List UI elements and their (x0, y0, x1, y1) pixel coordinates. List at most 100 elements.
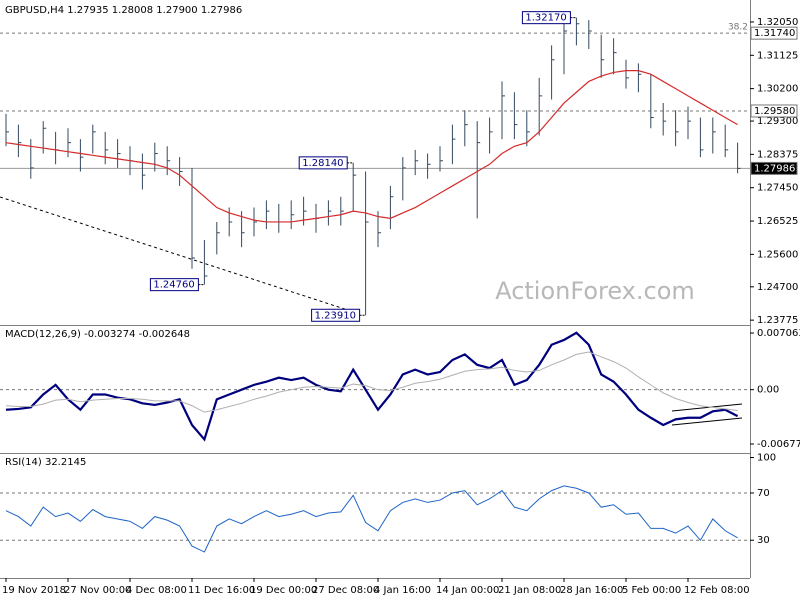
price-bar (290, 200, 295, 230)
price-bar (216, 221, 220, 255)
price-bar (203, 239, 208, 285)
watermark: ActionForex.com (495, 277, 695, 305)
price-bar (575, 17, 580, 46)
price-bar (451, 124, 456, 165)
price-bar (427, 153, 431, 179)
price-bar (464, 110, 468, 147)
price-bar (687, 106, 691, 140)
y-tick-label: 1.30200 (757, 84, 798, 95)
price-bar (5, 113, 9, 147)
price-bar (489, 117, 493, 154)
trend-line (0, 196, 358, 314)
y-tick-label: 1.32050 (757, 17, 798, 28)
level-label-box (750, 26, 798, 40)
price-bar (402, 157, 406, 201)
price-bar (675, 110, 679, 147)
price-bar (513, 92, 518, 140)
price-bar (365, 171, 369, 316)
price-bar (476, 121, 481, 219)
price-bar (141, 153, 146, 190)
price-bar (414, 149, 419, 176)
channel-line (671, 417, 743, 426)
price-bar (352, 162, 357, 212)
y-tick-label: 1.28375 (757, 149, 798, 160)
level-label-box (750, 161, 798, 175)
y-tick-label: 0.00 (757, 385, 779, 396)
price-bar (265, 200, 270, 230)
x-tick-label: 19 Dec 00:00 (250, 585, 317, 596)
y-tick-label: 1.23775 (757, 315, 798, 326)
annotation-label: 1.23910 (315, 310, 356, 321)
level-label: 1.27986 (754, 163, 795, 174)
annotation-box (298, 156, 348, 170)
x-tick-label: 27 Dec 08:00 (312, 585, 379, 596)
price-bar (340, 196, 344, 226)
annotation-box (311, 308, 361, 322)
indicator-line (5, 351, 738, 413)
fib-label: 38.2 (728, 23, 748, 33)
y-tick-label: 0.007063 (757, 328, 800, 339)
level-label: 1.29580 (754, 106, 795, 117)
x-tick-label: 27 Nov 00:00 (64, 585, 131, 596)
price-bar (104, 131, 109, 165)
price-bar (724, 124, 729, 158)
price-bar (538, 77, 543, 136)
price-bar (737, 142, 741, 174)
price-bar (439, 146, 443, 172)
price-bar (179, 157, 183, 186)
indicator-line (5, 485, 738, 553)
price-bar (600, 34, 605, 78)
x-tick-label: 4 Dec 08:00 (126, 585, 187, 596)
y-tick-label: 1.31125 (757, 50, 798, 61)
y-tick-label: 30 (757, 535, 770, 546)
panel-title: MACD(12,26,9) -0.003274 -0.002648 (5, 329, 190, 340)
price-bar (389, 185, 394, 230)
annotation-box (149, 278, 199, 292)
price-bar (662, 103, 667, 136)
price-bar (625, 59, 629, 89)
price-bar (79, 139, 84, 172)
indicator-line (5, 331, 739, 442)
price-bar (588, 20, 592, 50)
price-bar (191, 167, 195, 269)
y-tick-label: 100 (757, 453, 776, 464)
annotation-box (521, 11, 571, 25)
x-tick-label: 5 Feb 00:00 (622, 585, 681, 596)
y-tick-label: 1.27450 (757, 183, 798, 194)
price-bar (17, 124, 22, 158)
price-bar (637, 63, 642, 93)
y-tick-label: 1.26525 (757, 216, 798, 227)
x-tick-label: 4 Jan 16:00 (374, 585, 431, 596)
x-tick-label: 11 Dec 16:00 (188, 585, 255, 596)
price-bar (166, 146, 171, 176)
chart-title: GBPUSD,H4 1.27935 1.28008 1.27900 1.2798… (5, 5, 242, 16)
price-bar (117, 139, 121, 168)
price-bar (327, 200, 332, 226)
price-bar (699, 117, 704, 158)
panel-title: RSI(14) 32.2145 (5, 457, 86, 468)
price-bar (613, 38, 617, 75)
price-bar (92, 124, 96, 154)
price-bar (650, 74, 654, 129)
price-bar (154, 142, 158, 172)
x-tick-label: 12 Feb 08:00 (684, 585, 750, 596)
x-tick-label: 28 Jan 16:00 (560, 585, 623, 596)
price-bar (526, 110, 530, 147)
y-tick-label: 70 (757, 488, 770, 499)
price-bar (501, 81, 505, 140)
annotation-label: 1.32170 (525, 13, 566, 24)
price-bar (712, 117, 716, 154)
channel-line (671, 403, 743, 412)
x-tick-label: 19 Nov 2018 (2, 585, 66, 596)
level-label: 1.31740 (754, 28, 795, 39)
y-tick-label: -0.006774 (757, 439, 800, 450)
level-label-box (750, 104, 798, 118)
x-tick-label: 21 Jan 08:00 (498, 585, 561, 596)
price-bar (551, 45, 555, 100)
annotation-label: 1.28140 (302, 158, 343, 169)
annotation-label: 1.24760 (153, 280, 194, 291)
y-tick-label: 1.25600 (757, 249, 798, 260)
